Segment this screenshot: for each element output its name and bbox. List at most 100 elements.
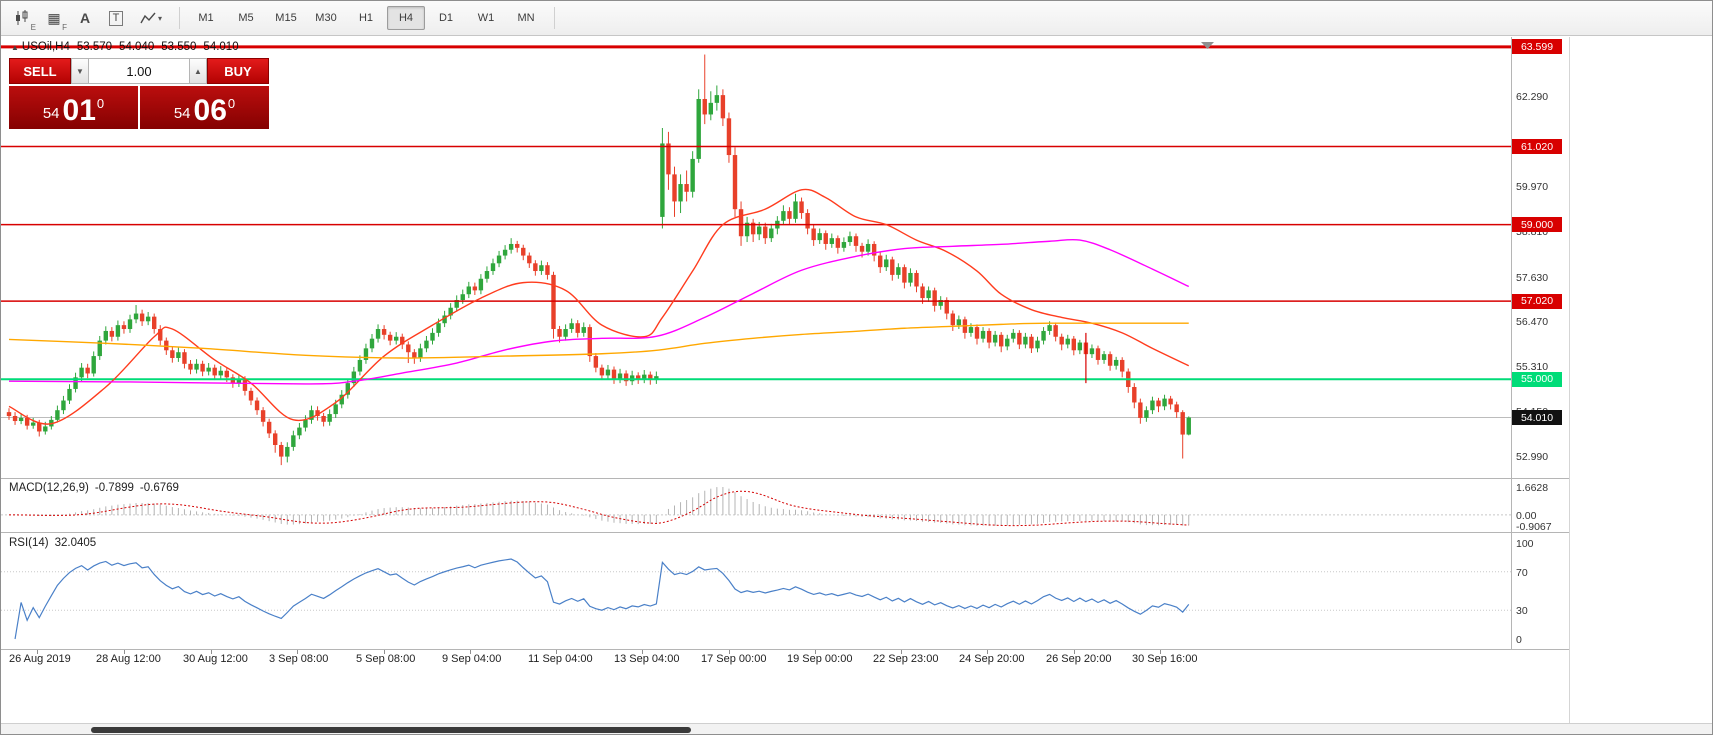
indicators-icon[interactable]: ▾ (133, 6, 169, 31)
price-badge: 54.010 (1512, 410, 1562, 426)
tf-button-d1[interactable]: D1 (438, 12, 454, 24)
rsi-scale-label: 100 (1516, 538, 1534, 550)
time-label: 22 Sep 23:00 (873, 653, 939, 665)
scrollbar-thumb[interactable] (91, 727, 691, 733)
volume-decrease-button[interactable]: ▼ (71, 58, 88, 84)
price-tick: 55.310 (1516, 361, 1549, 374)
chevron-down-icon: ▾ (157, 13, 162, 23)
sell-price-pips: 01 (62, 94, 96, 127)
ma-slow-line (8, 322, 1189, 359)
volume-increase-button[interactable]: ▲ (190, 58, 207, 84)
panel-separator (1, 532, 1569, 533)
rsi-readout: RSI(14) 32.0405 (9, 537, 102, 549)
price-badge: 61.020 (1512, 139, 1562, 155)
tf-button-mn[interactable]: MN (517, 12, 535, 24)
price-badge: 63.599 (1512, 39, 1562, 55)
rsi-panel[interactable] (1, 533, 1511, 649)
time-tick (384, 650, 385, 654)
time-tick (987, 650, 988, 654)
time-label: 13 Sep 04:00 (614, 653, 680, 665)
price-tick: 62.290 (1516, 91, 1549, 104)
ma-mid-line (8, 238, 1190, 385)
time-label: 19 Sep 00:00 (787, 653, 853, 665)
sell-price-point: 0 (96, 96, 105, 111)
cursor-glyph: A (79, 10, 91, 26)
text-tool-icon[interactable]: T (102, 6, 130, 31)
time-tick (815, 650, 816, 654)
panel-separator (1, 478, 1569, 479)
time-tick (901, 650, 902, 654)
buy-price-tile[interactable]: 54 06 0 (140, 86, 269, 129)
time-tick (37, 650, 38, 654)
price-badge: 59.000 (1512, 217, 1562, 233)
time-tick (124, 650, 125, 654)
price-tick: 61.120 (1516, 136, 1549, 149)
toolbar-separator (179, 7, 180, 29)
volume-input[interactable] (88, 58, 190, 84)
rsi-label: RSI(14) (9, 537, 49, 549)
rsi-scale-label: 30 (1516, 605, 1528, 618)
buy-price-whole: 54 (173, 105, 191, 122)
time-tick (470, 650, 471, 654)
low-value: 53.550 (161, 41, 197, 53)
price-tick: 59.970 (1516, 181, 1549, 194)
time-tick (1074, 650, 1075, 654)
toolbar: E ▦ F A T ▾ M1 M5 M15 M30 H1 H4 D1 W1 MN (1, 1, 1712, 36)
macd-scale-label: 1.6628 (1516, 482, 1549, 494)
buy-button[interactable]: BUY (207, 58, 269, 84)
cursor-icon[interactable]: A (71, 6, 99, 31)
time-tick (729, 650, 730, 654)
grid-glyph: ▦ (47, 9, 61, 26)
tf-button-m5[interactable]: M5 (238, 12, 254, 24)
ma-fast-line (8, 188, 1190, 425)
rsi-value: 32.0405 (54, 537, 97, 549)
tf-button-h4[interactable]: H4 (387, 6, 425, 30)
price-tick: 54.150 (1516, 406, 1549, 419)
time-tick (211, 650, 212, 654)
toolbar-separator (554, 7, 555, 29)
chart-type-icon[interactable]: E (9, 6, 37, 32)
macd-panel[interactable] (1, 479, 1511, 532)
price-tick: 52.990 (1516, 450, 1549, 463)
time-label: 5 Sep 08:00 (356, 653, 416, 665)
macd-main-value: -0.7899 (94, 482, 134, 494)
price-tick: 56.470 (1516, 316, 1549, 329)
window-right-separator (1569, 37, 1570, 734)
price-badge: 57.020 (1512, 293, 1562, 309)
tf-button-h1[interactable]: H1 (358, 12, 374, 24)
grid-sub-label: F (62, 22, 67, 32)
time-tick (642, 650, 643, 654)
price-tick: 58.810 (1516, 225, 1549, 238)
time-label: 28 Aug 12:00 (96, 653, 161, 665)
one-click-trade-panel: SELL ▼ ▲ BUY 54 01 0 54 06 0 (9, 58, 269, 129)
time-axis-separator (1, 649, 1569, 650)
macd-scale-label: 0.00 (1516, 509, 1537, 522)
timeframe-group: M1 M5 M15 M30 H1 H4 D1 W1 MN (187, 6, 547, 30)
macd-readout: MACD(12,26,9) -0.7899 -0.6769 (9, 482, 185, 494)
price-badge: 55.000 (1512, 371, 1562, 387)
tf-button-m30[interactable]: M30 (315, 12, 337, 24)
time-tick (297, 650, 298, 654)
macd-label: MACD(12,26,9) (9, 482, 89, 494)
open-value: 53.570 (76, 41, 113, 53)
time-label: 11 Sep 04:00 (528, 653, 593, 665)
grid-icon[interactable]: ▦ F (40, 6, 68, 32)
tf-button-m1[interactable]: M1 (198, 12, 214, 24)
chart-type-sub-label: E (30, 22, 36, 32)
time-label: 30 Aug 12:00 (183, 653, 248, 665)
macd-signal-value: -0.6769 (139, 482, 179, 494)
volume-decrease-icon: ▼ (76, 66, 84, 76)
text-tool-glyph: T (108, 10, 124, 26)
close-value: 54.010 (203, 41, 239, 53)
symbol-marker-icon: ▲ (11, 43, 19, 52)
price-chart-canvas[interactable] (1, 37, 1511, 479)
tf-button-w1[interactable]: W1 (477, 12, 495, 24)
tf-button-m15[interactable]: M15 (275, 12, 297, 24)
ohlc-readout: ▲ USOil,H4 53.570 54.040 53.550 54.010 (11, 41, 246, 53)
horizontal-scrollbar[interactable] (1, 723, 1712, 734)
sell-price-tile[interactable]: 54 01 0 (9, 86, 138, 129)
time-label: 26 Aug 2019 (9, 653, 71, 665)
time-label: 17 Sep 00:00 (701, 653, 767, 665)
sell-button[interactable]: SELL (9, 58, 71, 84)
